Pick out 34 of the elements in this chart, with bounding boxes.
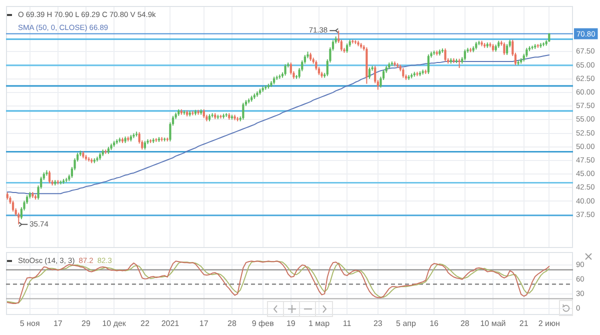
- x-tick-label: 29: [82, 319, 91, 328]
- x-tick-label: 16: [430, 319, 440, 328]
- x-tick-label: 28: [460, 319, 470, 328]
- candlestick: [242, 102, 244, 120]
- candlestick: [346, 43, 348, 54]
- x-tick-label: 9 фев: [252, 319, 274, 328]
- x-tick-label: 5 апр: [396, 319, 416, 328]
- x-tick-label: 19: [286, 319, 296, 328]
- candlestick: [464, 49, 466, 61]
- candlestick: [444, 48, 446, 62]
- x-tick-label: 23: [373, 319, 383, 328]
- candlestick: [12, 200, 14, 212]
- x-tick-label: 10 май: [480, 319, 506, 328]
- candlestick: [526, 47, 528, 58]
- x-tick-label: 1 мар: [308, 319, 330, 328]
- candlestick: [290, 62, 292, 76]
- x-tick-label: 5 ноя: [20, 319, 40, 328]
- x-tick-label: 2 июн: [538, 319, 560, 328]
- candlestick: [503, 42, 506, 56]
- x-tick-label: 28: [228, 319, 237, 328]
- candlestick: [402, 67, 404, 78]
- x-tick-label: 21: [519, 319, 529, 328]
- candlestick: [315, 60, 318, 71]
- candlestick: [48, 170, 51, 184]
- candlestick: [427, 54, 430, 74]
- x-tick-label: 22: [140, 319, 150, 328]
- x-tick-label: 17: [53, 319, 63, 328]
- candlestick: [368, 66, 371, 80]
- x-tick-label: 10 дек: [102, 319, 126, 328]
- candlestick: [284, 64, 286, 76]
- candlestick: [506, 44, 508, 56]
- x-tick-label: 11: [342, 319, 352, 328]
- x-tick-label: 2021: [161, 319, 180, 328]
- x-tick-label: 17: [199, 319, 209, 328]
